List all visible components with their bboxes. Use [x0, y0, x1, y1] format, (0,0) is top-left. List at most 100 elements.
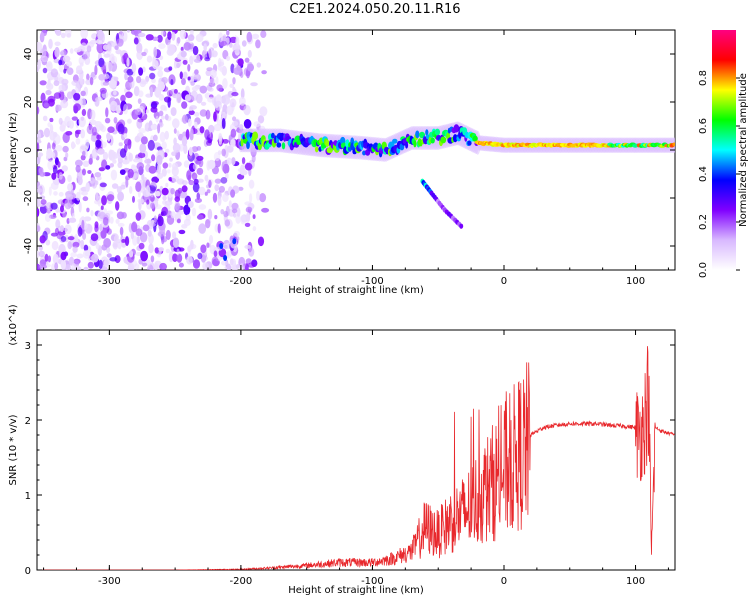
noise-blob	[50, 68, 59, 78]
noise-blob	[208, 179, 212, 188]
noise-blob	[226, 157, 232, 165]
noise-blob	[243, 104, 251, 116]
noise-blob	[135, 181, 142, 192]
noise-blob	[146, 199, 150, 205]
noise-blob	[86, 73, 90, 81]
noise-blob	[62, 55, 71, 63]
colorbar-tick-label: 0.4	[698, 166, 709, 182]
noise-blob	[205, 109, 211, 120]
noise-blob	[104, 61, 113, 73]
noise-blob	[138, 128, 147, 134]
noise-blob	[44, 253, 49, 262]
noise-blob	[60, 32, 66, 39]
noise-blob	[168, 162, 172, 168]
noise-blob	[153, 46, 158, 58]
noise-blob	[107, 132, 111, 142]
noise-blob	[86, 45, 92, 53]
noise-blob	[99, 87, 107, 94]
noise-blob	[183, 160, 190, 168]
noise-blob	[90, 233, 99, 242]
noise-blob	[81, 219, 85, 230]
noise-blob	[236, 207, 241, 217]
band-mark	[252, 131, 259, 140]
noise-blob	[173, 128, 177, 134]
noise-blob	[171, 175, 180, 183]
noise-blob	[126, 68, 134, 76]
noise-blob	[174, 196, 181, 203]
noise-blob	[194, 121, 198, 129]
noise-blob	[109, 216, 114, 224]
noise-blob	[94, 221, 99, 229]
noise-blob	[232, 77, 236, 85]
noise-blob	[166, 48, 175, 56]
colorbar-gradient	[712, 30, 736, 270]
noise-blob	[113, 234, 119, 244]
noise-blob	[73, 47, 82, 53]
noise-blob	[169, 157, 173, 162]
noise-blob	[138, 90, 144, 98]
noise-blob	[98, 259, 103, 269]
noise-blob	[100, 205, 104, 210]
noise-blob	[240, 88, 245, 100]
noise-blob	[188, 146, 193, 156]
snr-frame	[36, 329, 676, 571]
noise-blob	[194, 198, 202, 203]
noise-blob	[139, 143, 147, 154]
noise-blob	[211, 50, 218, 58]
noise-blob	[156, 66, 163, 71]
noise-blob	[251, 33, 260, 40]
noise-blob	[128, 152, 134, 162]
colorbar-tick-label: 0.6	[698, 118, 709, 134]
noise-blob	[65, 194, 74, 200]
noise-blob	[124, 144, 128, 153]
noise-blob	[106, 253, 112, 258]
noise-blob	[37, 106, 40, 115]
noise-blob	[39, 264, 47, 269]
noise-blob	[191, 207, 197, 217]
noise-blob	[54, 76, 59, 81]
noise-blob	[256, 62, 261, 68]
noise-blob	[78, 56, 85, 65]
noise-blob	[97, 148, 105, 155]
noise-blob	[187, 34, 195, 42]
noise-blob	[158, 43, 166, 49]
noise-blob	[241, 40, 247, 47]
noise-blob	[167, 42, 172, 51]
snr-y-tick-label: 1	[25, 491, 31, 502]
noise-blob	[108, 79, 117, 89]
noise-blob	[90, 210, 94, 217]
noise-blob	[37, 263, 41, 270]
noise-blob	[129, 250, 134, 258]
noise-blob	[203, 43, 207, 52]
noise-blob	[217, 150, 222, 156]
band-mark	[240, 137, 244, 147]
noise-blob	[47, 159, 55, 171]
noise-blob	[70, 252, 77, 258]
noise-blob	[166, 90, 173, 97]
noise-blob	[187, 76, 191, 81]
noise-blob	[66, 60, 73, 67]
noise-blob	[205, 219, 211, 229]
noise-blob	[123, 133, 128, 139]
heatmap-marks	[37, 30, 675, 270]
noise-blob	[144, 158, 152, 164]
noise-blob	[146, 259, 151, 267]
noise-blob	[207, 96, 215, 103]
noise-blob	[163, 106, 168, 112]
noise-blob	[147, 229, 152, 237]
noise-blob	[180, 46, 184, 52]
noise-blob	[82, 160, 90, 167]
noise-blob	[171, 151, 177, 156]
heatmap-y-tick-label: 0	[23, 147, 34, 153]
noise-blob	[148, 165, 157, 174]
snr-y-axis-label: SNR (10 * v/v)	[8, 414, 19, 485]
band-mark	[325, 139, 330, 147]
noise-blob	[231, 157, 236, 166]
noise-blob	[175, 93, 182, 104]
noise-blob	[85, 139, 90, 150]
noise-blob	[161, 168, 167, 177]
noise-blob	[49, 124, 54, 134]
noise-blob	[48, 38, 53, 50]
noise-blob	[116, 211, 125, 220]
snr-x-tick-label: -100	[361, 576, 384, 587]
